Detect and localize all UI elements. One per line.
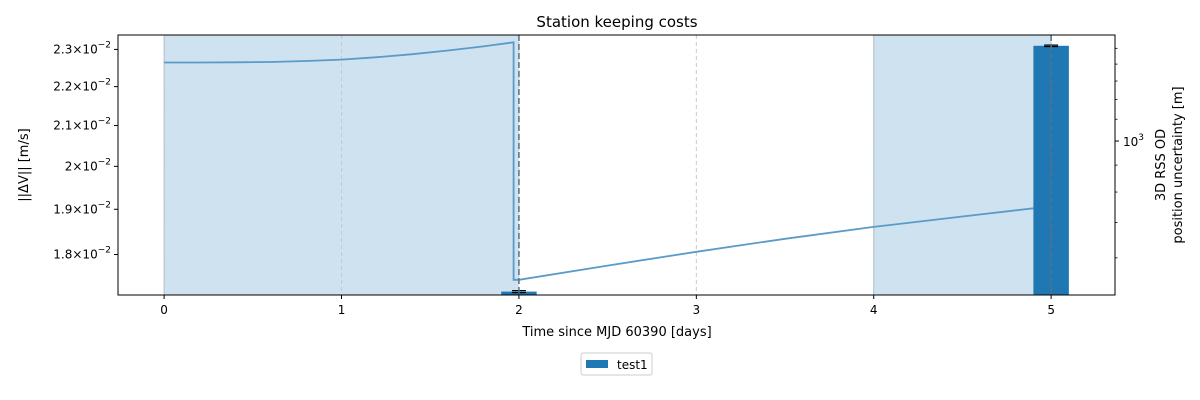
y-tick-exponent: −2: [98, 78, 111, 88]
y-tick-mantissa: 2×10: [65, 159, 98, 173]
y-tick-mantissa: 1.8×10: [53, 248, 97, 262]
x-axis-label: Time since MJD 60390 [days]: [521, 325, 711, 340]
chart-title: Station keeping costs: [536, 13, 697, 31]
y2-tick-exponent: 3: [1138, 133, 1144, 143]
y-tick-mantissa: 1.9×10: [53, 202, 97, 216]
legend-box: [580, 352, 653, 376]
y2-axis-label-line1: 3D RSS OD: [1154, 129, 1169, 201]
legend-swatch: [586, 360, 608, 368]
y-axis-label: ||ΔV|| [m/s]: [17, 128, 32, 201]
y-tick-label: 2.2×10−2: [53, 78, 111, 94]
x-axis-ticks: 0 1 2 3 4 5: [160, 295, 1055, 317]
uncertainty-line: [164, 41, 1034, 281]
y-tick-label: 1.9×10−2: [53, 200, 111, 216]
x-tick-label: 2: [515, 303, 523, 317]
y-tick-label: 2×10−2: [65, 157, 111, 173]
x-tick-label: 0: [160, 303, 168, 317]
legend-label: test1: [617, 358, 648, 372]
x-tick-label: 3: [693, 303, 701, 317]
y-tick-exponent: −2: [98, 157, 111, 167]
x-tick-label: 4: [870, 303, 878, 317]
x-tick-label: 1: [338, 303, 346, 317]
legend: test1: [580, 352, 653, 376]
y-tick-exponent: −2: [98, 200, 111, 210]
y-tick-mantissa: 2.3×10: [53, 42, 97, 56]
shaded-regions: [163, 35, 1052, 295]
event-lines: [518, 35, 1052, 295]
y-tick-label: 1.8×10−2: [53, 246, 111, 262]
y2-tick-label: 103: [1123, 133, 1144, 149]
y-axis-ticks: 1.8×10−21.9×10−22×10−22.1×10−22.2×10−22.…: [53, 40, 118, 262]
y-tick-exponent: −2: [98, 117, 111, 127]
bar-test1-0: [501, 291, 537, 295]
shaded-interval-1: [873, 35, 1052, 295]
x-tick-label: 5: [1047, 303, 1055, 317]
y-tick-label: 2.1×10−2: [53, 117, 111, 133]
y2-tick-base: 10: [1123, 135, 1138, 149]
y-tick-exponent: −2: [98, 40, 111, 50]
uncertainty-series-line: [164, 41, 1034, 281]
y-tick-label: 2.3×10−2: [53, 40, 111, 56]
y-tick-mantissa: 2.2×10: [53, 80, 97, 94]
y2-axis-ticks: 103: [1115, 47, 1144, 259]
y2-axis-label-line2: position uncertainty [m]: [1171, 86, 1186, 243]
y-tick-mantissa: 2.1×10: [53, 119, 97, 133]
y-tick-exponent: −2: [98, 246, 111, 256]
